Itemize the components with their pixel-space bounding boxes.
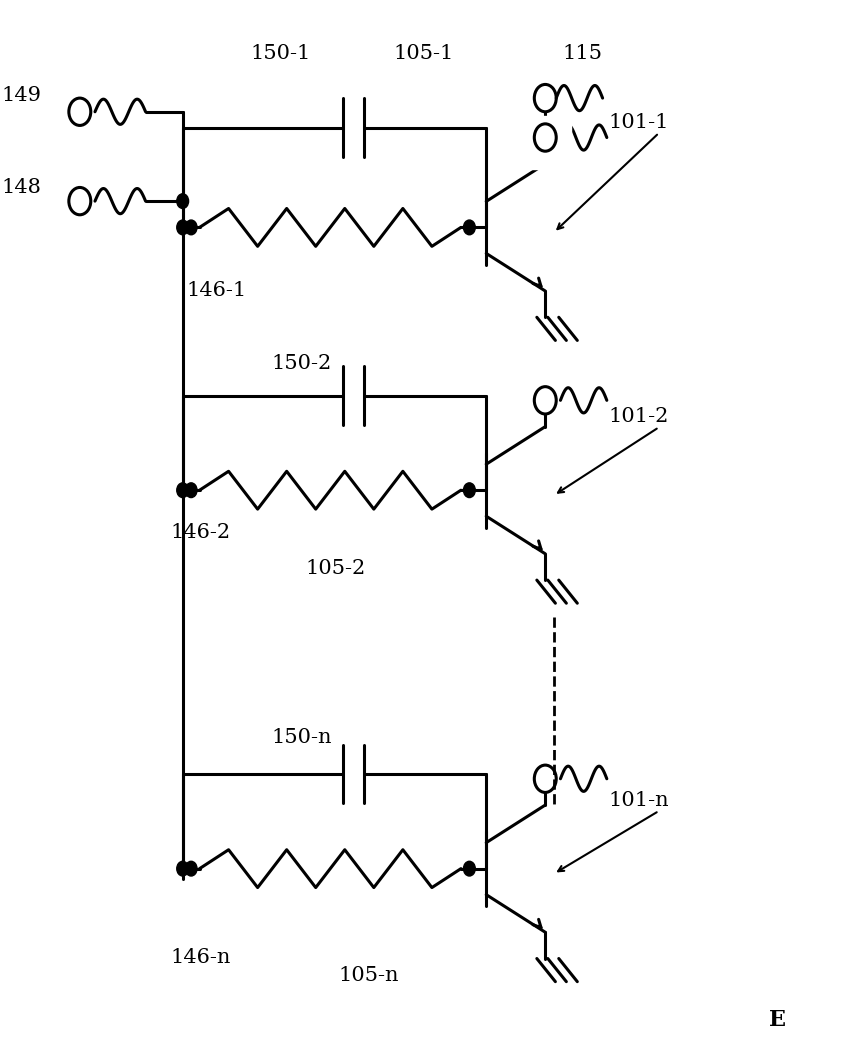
Text: 149: 149 <box>2 86 41 105</box>
Text: 150-1: 150-1 <box>250 44 310 63</box>
Circle shape <box>185 220 197 235</box>
Text: 101-1: 101-1 <box>608 113 669 132</box>
FancyBboxPatch shape <box>520 117 570 169</box>
Text: 101-n: 101-n <box>608 790 669 809</box>
Text: 146-2: 146-2 <box>170 523 230 542</box>
Text: 146-n: 146-n <box>170 949 230 968</box>
Circle shape <box>185 483 197 497</box>
Text: 105-n: 105-n <box>338 967 399 985</box>
Text: E: E <box>769 1010 786 1031</box>
Circle shape <box>464 483 475 497</box>
Text: 105-1: 105-1 <box>393 44 453 63</box>
Text: 150-2: 150-2 <box>272 354 332 373</box>
Text: 148: 148 <box>2 178 41 197</box>
Circle shape <box>177 194 189 209</box>
Circle shape <box>177 220 189 235</box>
Circle shape <box>177 483 189 497</box>
Text: 146-1: 146-1 <box>187 280 247 299</box>
Text: 115: 115 <box>562 44 602 63</box>
Text: 101-2: 101-2 <box>608 407 669 426</box>
Circle shape <box>177 861 189 876</box>
Text: 150-n: 150-n <box>272 727 332 746</box>
Text: 105-2: 105-2 <box>305 560 365 579</box>
Circle shape <box>464 220 475 235</box>
Circle shape <box>185 861 197 876</box>
Circle shape <box>464 861 475 876</box>
